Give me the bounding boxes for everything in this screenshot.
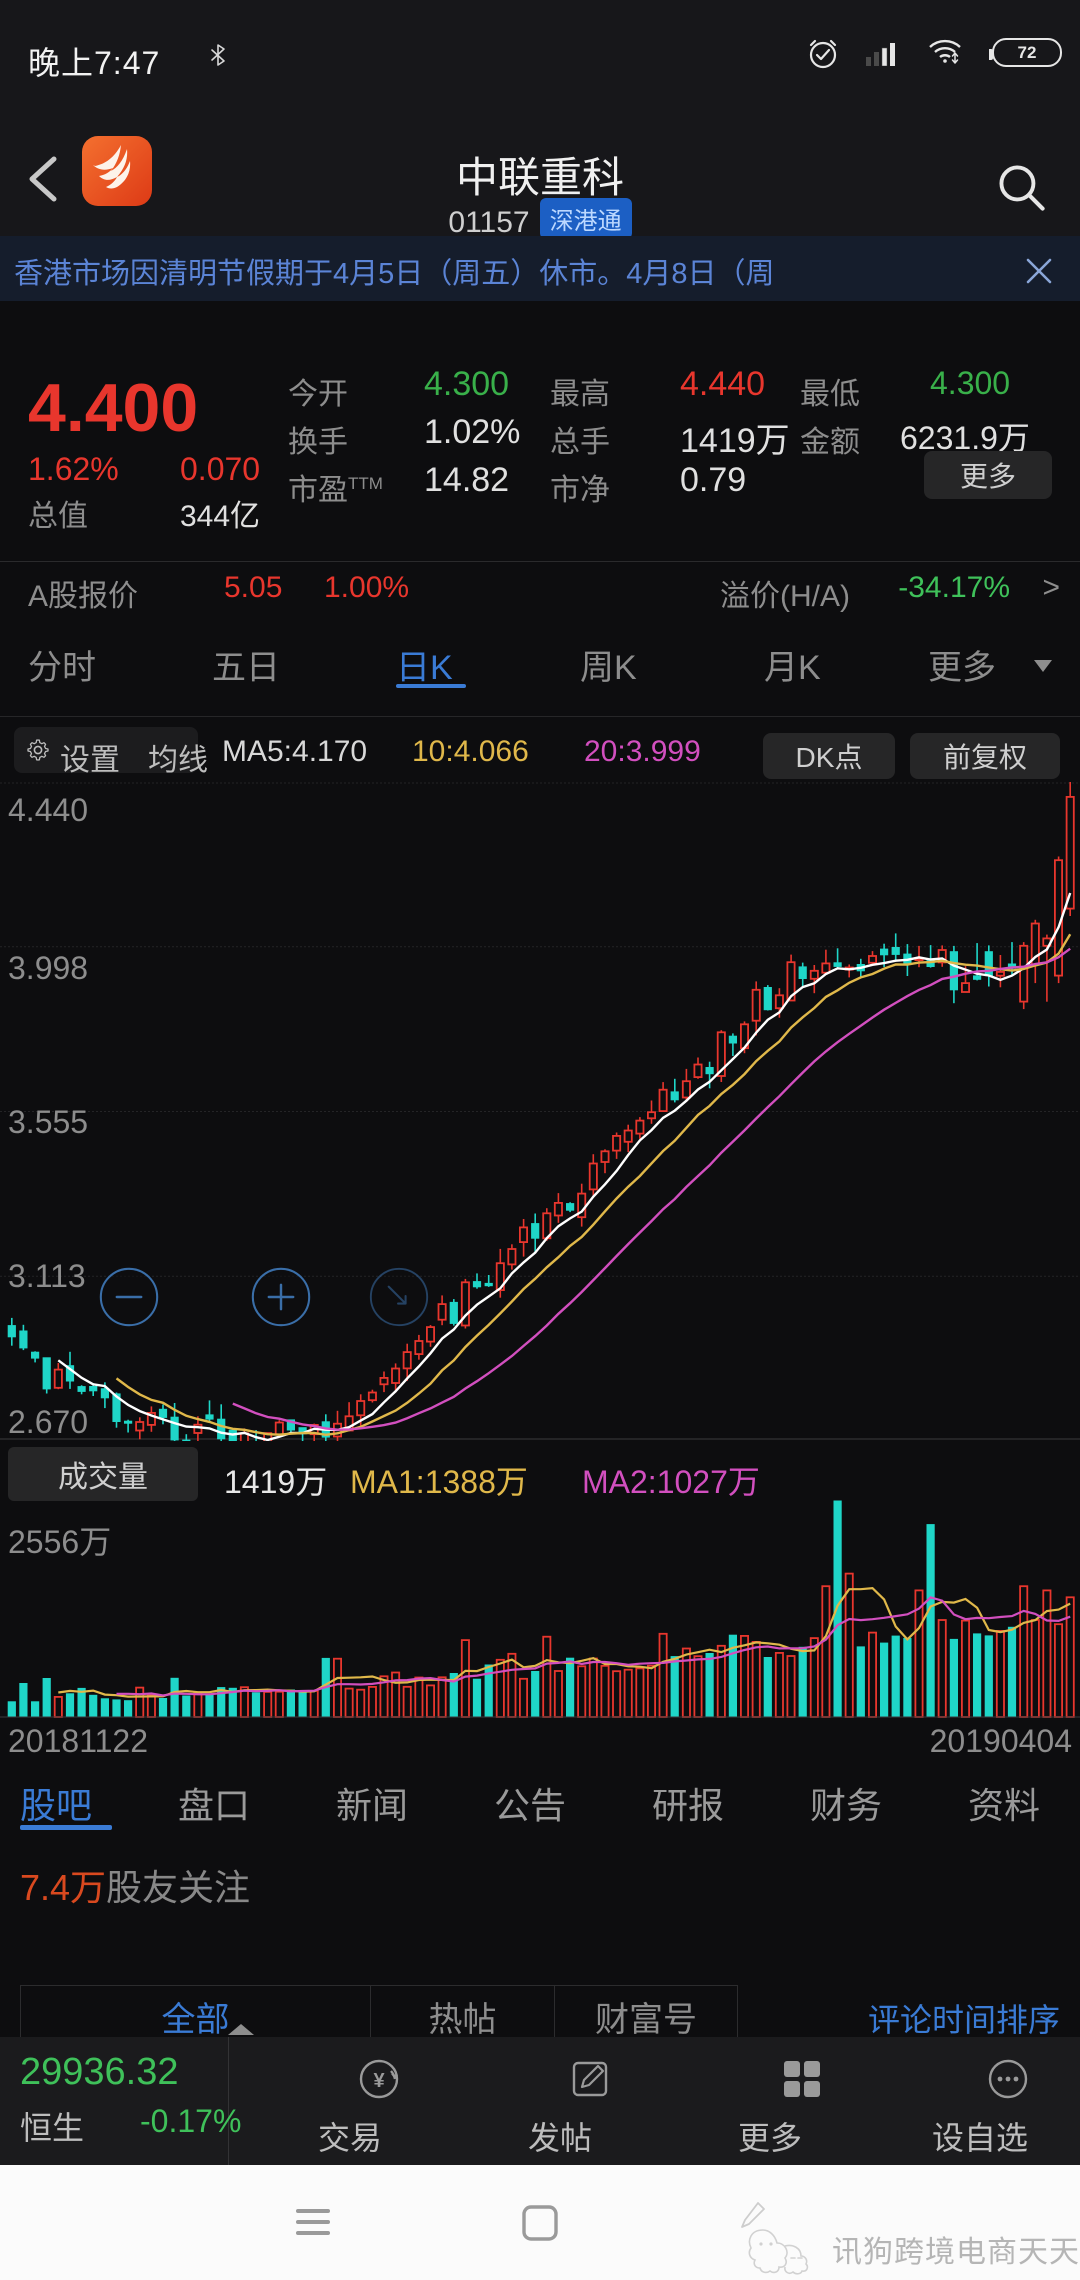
svg-text:¥: ¥ <box>373 2070 385 2092</box>
